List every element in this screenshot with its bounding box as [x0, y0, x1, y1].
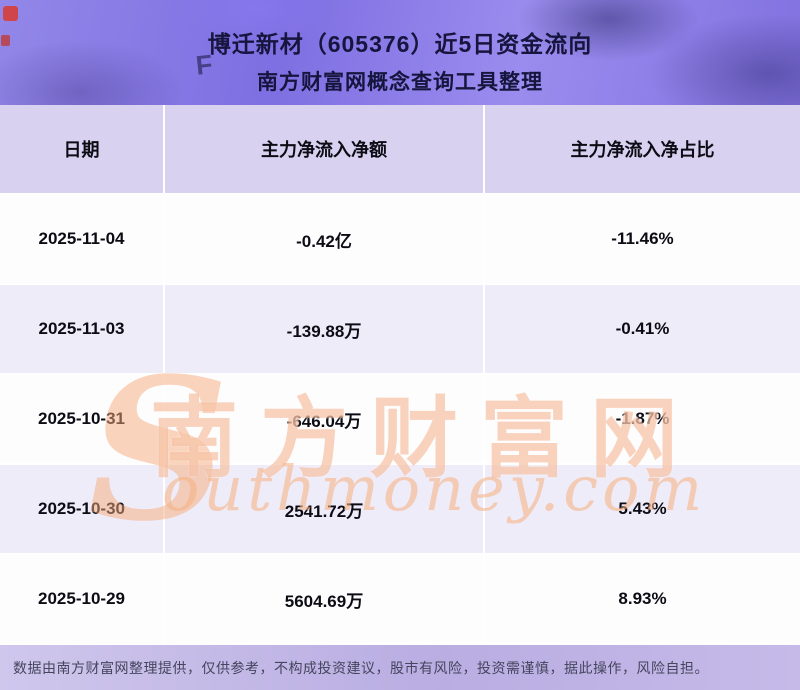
red-stamp-icon	[1, 35, 10, 46]
cell-date: 2025-11-03	[0, 285, 165, 375]
cell-ratio: 5.43%	[485, 465, 800, 555]
column-header-net-inflow-ratio: 主力净流入净占比	[485, 105, 800, 195]
cell-ratio: -1.87%	[485, 375, 800, 465]
cell-date: 2025-11-04	[0, 195, 165, 285]
cell-ratio: 8.93%	[485, 555, 800, 645]
red-stamp-icon	[3, 6, 18, 21]
cell-amount: 5604.69万	[165, 555, 485, 645]
page-title: 博迁新材（605376）近5日资金流向	[207, 31, 593, 57]
table-row: 2025-11-03 -139.88万 -0.41%	[0, 285, 800, 375]
cell-amount: 2541.72万	[165, 465, 485, 555]
disclaimer-bar: 数据由南方财富网整理提供，仅供参考，不构成投资建议，股市有风险，投资需谨慎，据此…	[0, 645, 800, 690]
column-header-net-inflow: 主力净流入净额	[165, 105, 485, 195]
cell-ratio: -0.41%	[485, 285, 800, 375]
table-header-row: 日期 主力净流入净额 主力净流入净占比	[0, 105, 800, 195]
cell-amount: -0.42亿	[165, 195, 485, 285]
background-letter-decoration: F	[194, 49, 214, 81]
table-row: 2025-10-29 5604.69万 8.93%	[0, 555, 800, 645]
cell-ratio: -11.46%	[485, 195, 800, 285]
page-subtitle: 南方财富网概念查询工具整理	[257, 71, 543, 94]
column-header-date: 日期	[0, 105, 165, 195]
table-row: 2025-11-04 -0.42亿 -11.46%	[0, 195, 800, 285]
cell-date: 2025-10-31	[0, 375, 165, 465]
table-row: 2025-10-31 -646.04万 -1.87%	[0, 375, 800, 465]
cell-amount: -646.04万	[165, 375, 485, 465]
fund-flow-table: 日期 主力净流入净额 主力净流入净占比 2025-11-04 -0.42亿 -1…	[0, 105, 800, 645]
cell-amount: -139.88万	[165, 285, 485, 375]
header-banner: F 博迁新材（605376）近5日资金流向 南方财富网概念查询工具整理	[0, 0, 800, 105]
table-row: 2025-10-30 2541.72万 5.43%	[0, 465, 800, 555]
cell-date: 2025-10-29	[0, 555, 165, 645]
cell-date: 2025-10-30	[0, 465, 165, 555]
disclaimer-text: 数据由南方财富网整理提供，仅供参考，不构成投资建议，股市有风险，投资需谨慎，据此…	[13, 659, 709, 676]
